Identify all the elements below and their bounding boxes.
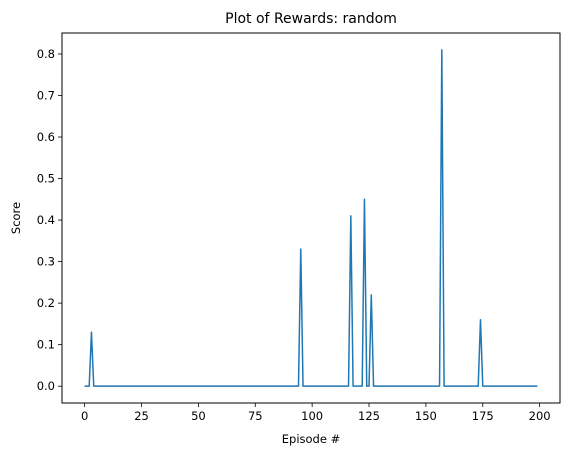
x-tick-label: 150	[415, 409, 437, 423]
y-tick-label: 0.0	[37, 379, 55, 393]
x-tick-label: 25	[134, 409, 149, 423]
y-tick-label: 0.1	[37, 338, 55, 352]
y-tick-label: 0.2	[37, 296, 55, 310]
y-tick-label: 0.7	[37, 88, 55, 102]
y-tick-label: 0.6	[37, 130, 55, 144]
y-tick-label: 0.5	[37, 172, 55, 186]
x-tick-label: 75	[248, 409, 263, 423]
score-series-line	[84, 49, 538, 387]
y-axis-ticks: 0.0 0.1 0.2 0.3 0.4 0.5 0.6 0.7 0.8	[37, 47, 62, 393]
x-tick-label: 50	[191, 409, 206, 423]
y-tick-label: 0.4	[37, 213, 55, 227]
y-tick-label: 0.3	[37, 255, 55, 269]
x-tick-label: 0	[81, 409, 88, 423]
x-tick-label: 125	[358, 409, 380, 423]
x-tick-label: 200	[529, 409, 551, 423]
x-axis-ticks: 0 25 50 75 100 125 150 175 200	[81, 403, 551, 423]
y-axis-label: Score	[9, 202, 23, 234]
x-tick-label: 100	[301, 409, 323, 423]
plot-area	[84, 49, 538, 387]
x-axis-label: Episode #	[282, 432, 340, 446]
axes-frame	[61, 32, 561, 404]
chart-title: Plot of Rewards: random	[225, 11, 397, 27]
y-tick-label: 0.8	[37, 47, 55, 61]
x-tick-label: 175	[472, 409, 494, 423]
